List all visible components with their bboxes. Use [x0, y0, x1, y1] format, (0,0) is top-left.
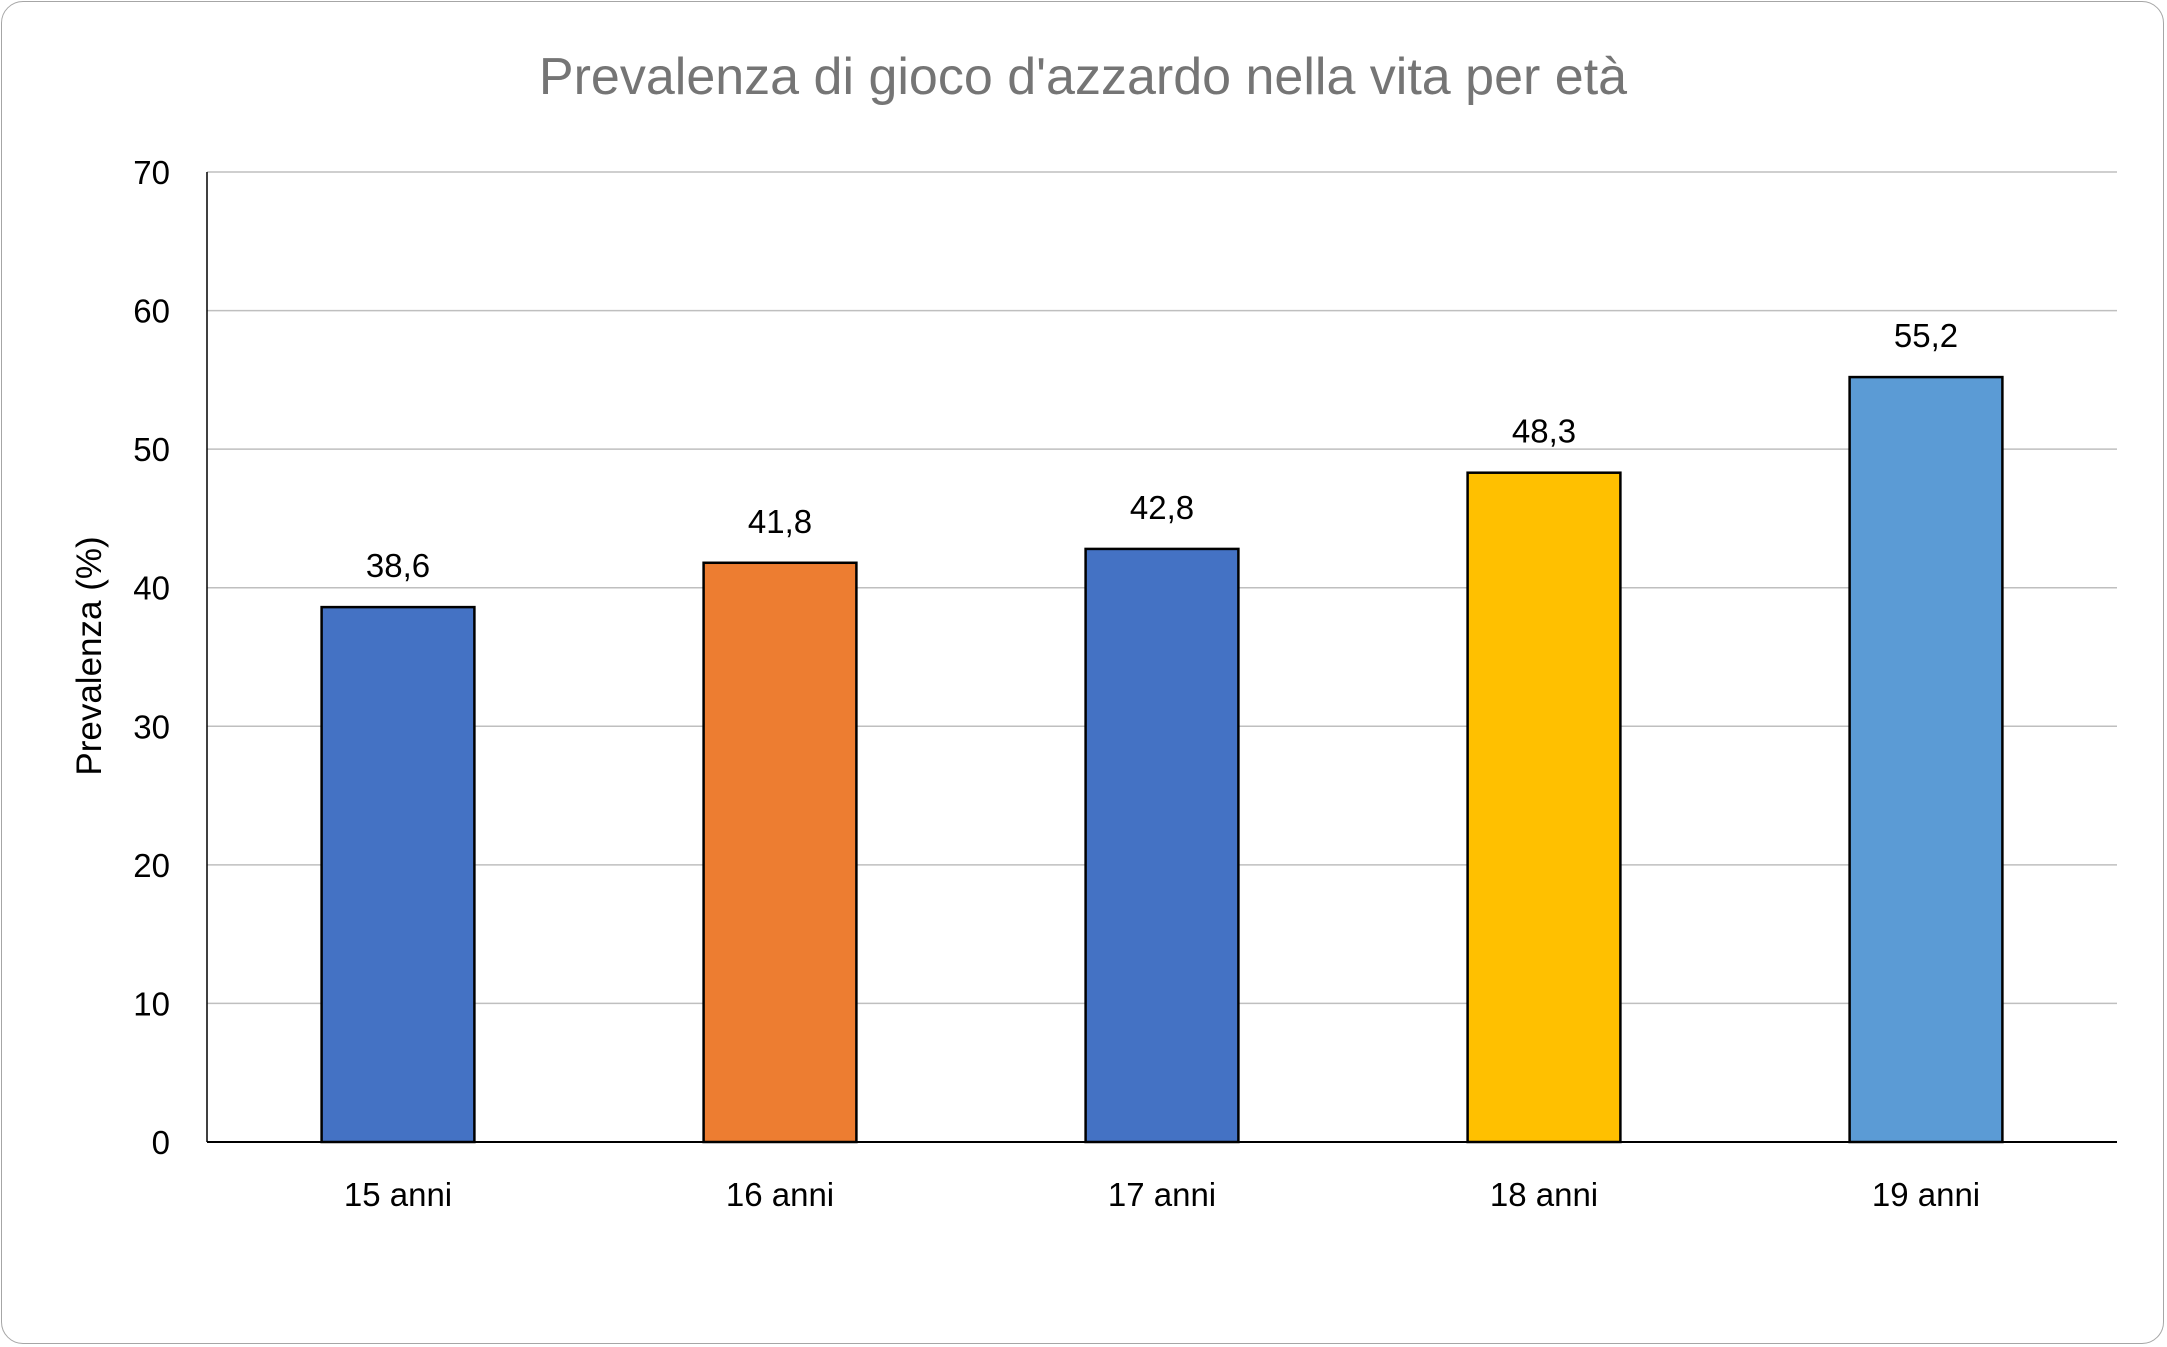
- bar: [1084, 547, 1240, 1144]
- y-tick-label: 0: [152, 1124, 170, 1161]
- bar: [320, 605, 476, 1144]
- x-tick-label: 16 anni: [726, 1176, 834, 1213]
- bar: [1848, 375, 2004, 1144]
- y-tick-label: 50: [133, 431, 170, 468]
- data-label: 42,8: [1130, 489, 1194, 526]
- y-tick-label: 70: [133, 154, 170, 191]
- y-tick-label: 40: [133, 570, 170, 607]
- bar: [702, 561, 858, 1144]
- x-tick-label: 17 anni: [1108, 1176, 1216, 1213]
- y-tick-label: 30: [133, 708, 170, 745]
- chart-title: Prevalenza di gioco d'azzardo nella vita…: [539, 48, 1627, 106]
- x-tick-label: 19 anni: [1872, 1176, 1980, 1213]
- y-tick-label: 20: [133, 847, 170, 884]
- data-labels: 38,6 15 anni 41,8 16 anni 42,8 17 anni 48,3 18 …: [344, 317, 1980, 1213]
- bars: [320, 375, 2004, 1144]
- data-label: 48,3: [1512, 413, 1576, 450]
- y-axis-title: Prevalenza (%): [70, 536, 109, 775]
- x-tick-label: 15 anni: [344, 1176, 452, 1213]
- x-tick-label: 18 anni: [1490, 1176, 1598, 1213]
- data-label: 41,8: [748, 503, 812, 540]
- y-tick-label: 60: [133, 293, 170, 330]
- axes: 0 10 20 30 40 50 60 70: [133, 154, 2117, 1161]
- data-label: 55,2: [1894, 317, 1958, 354]
- gridlines: [207, 171, 2117, 1005]
- y-tick-label: 10: [133, 985, 170, 1022]
- bar: [1466, 471, 1622, 1144]
- data-label: 38,6: [366, 547, 430, 584]
